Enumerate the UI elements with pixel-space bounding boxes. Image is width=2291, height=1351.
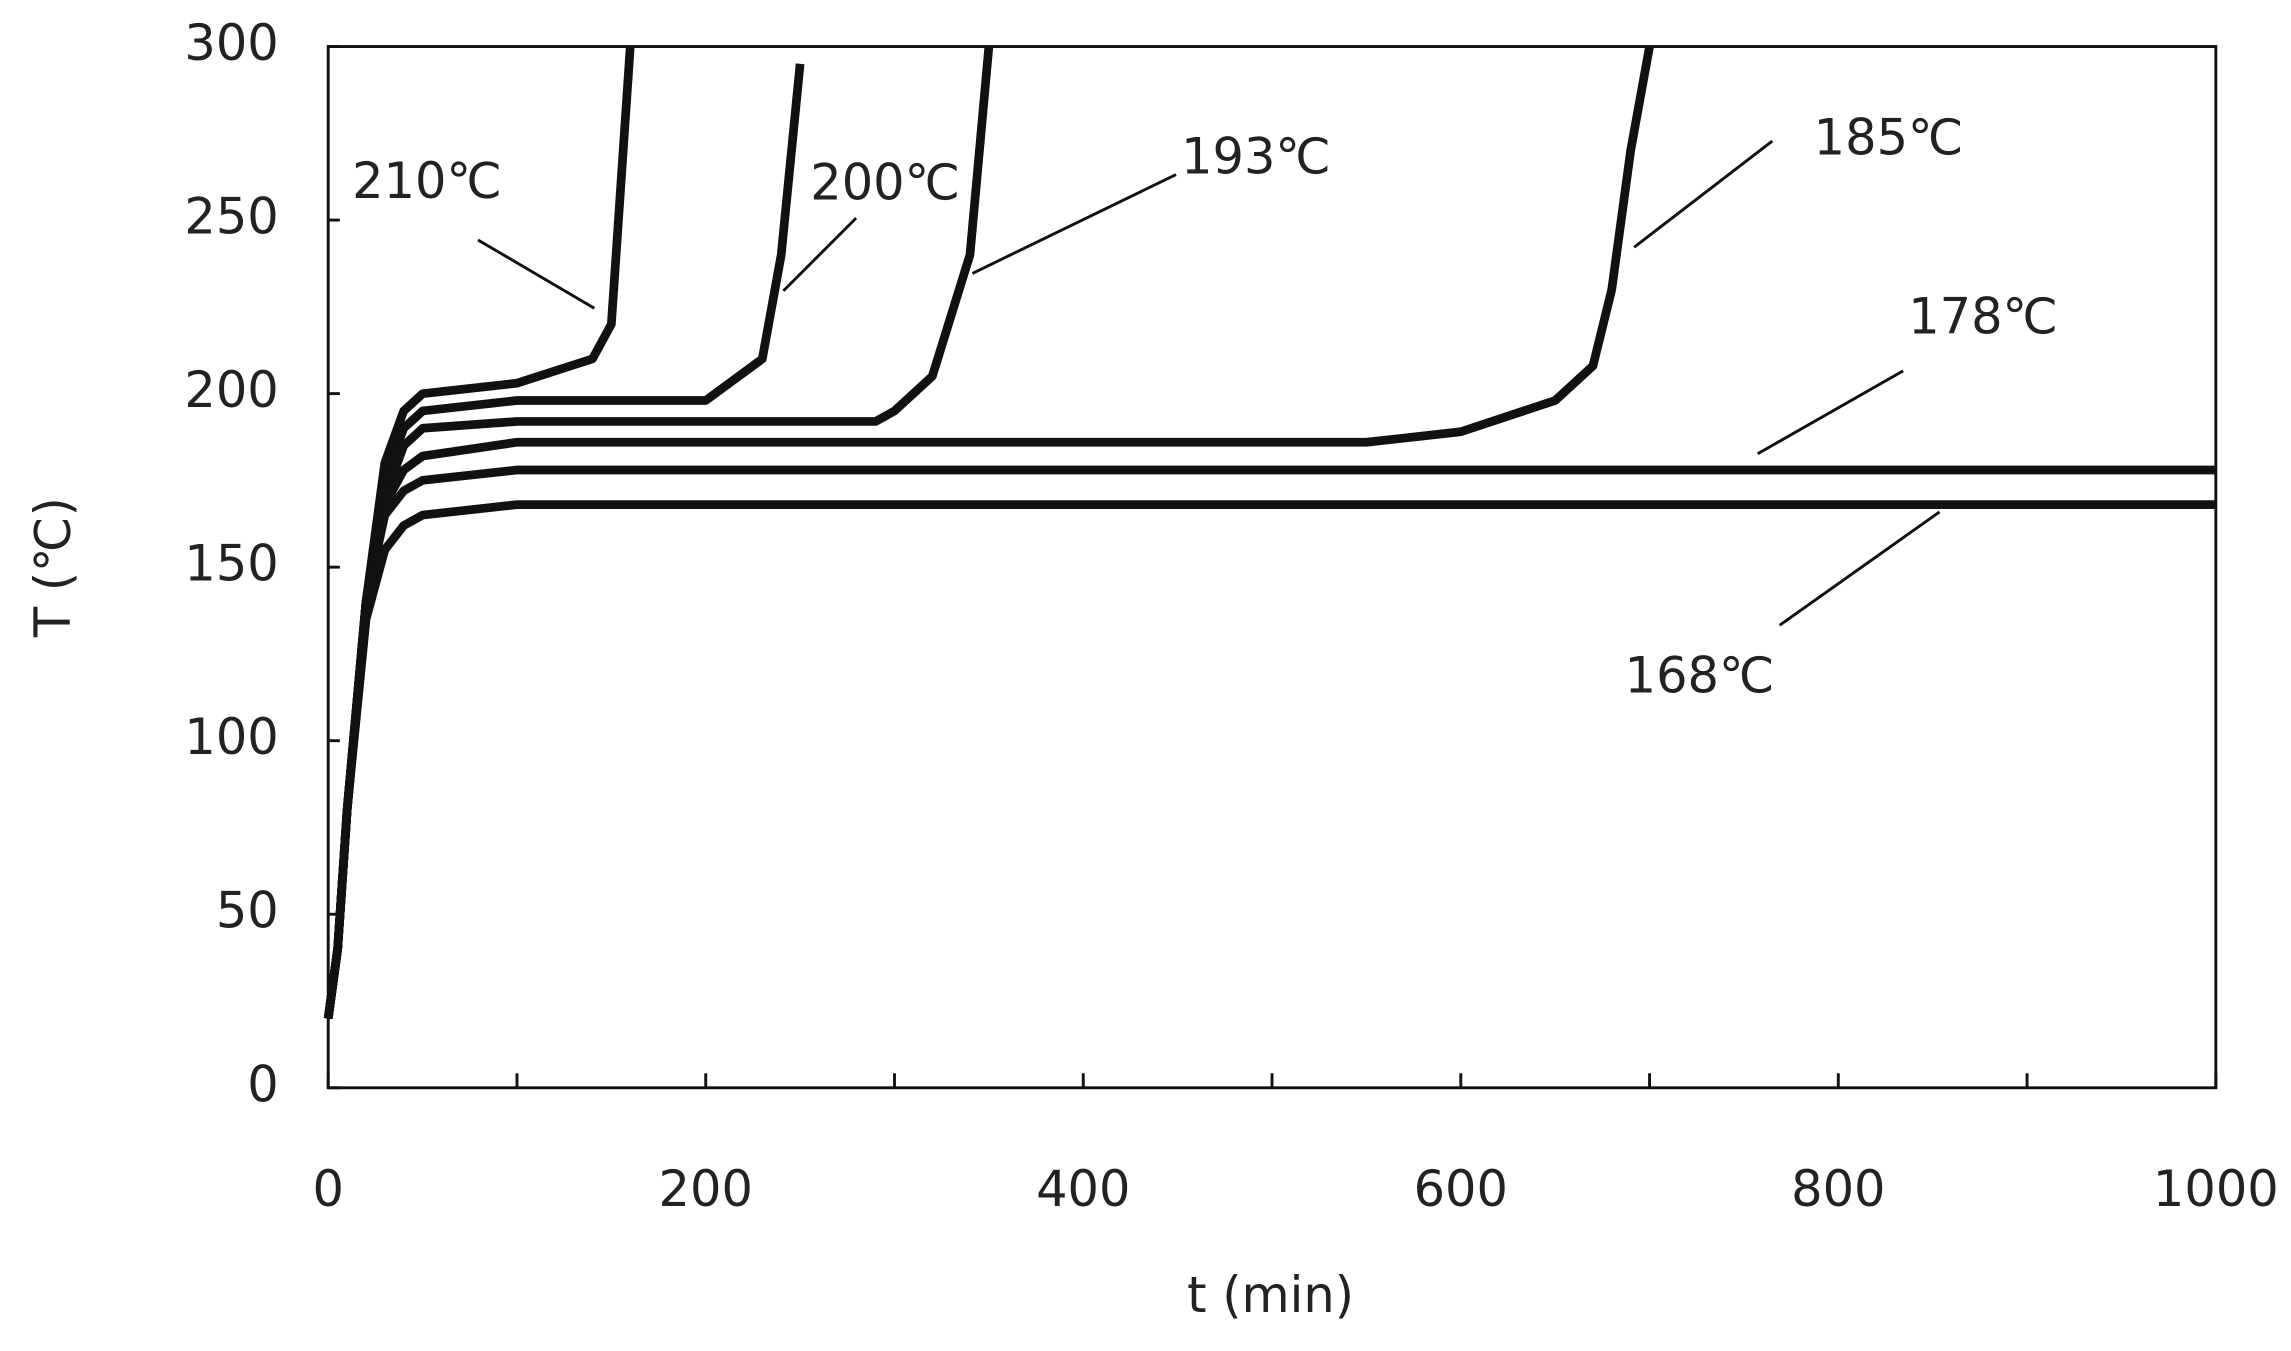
leader-line xyxy=(782,217,858,292)
leader-line xyxy=(1757,369,1904,455)
x-tick-label: 1000 xyxy=(2153,1160,2279,1218)
y-tick-label: 100 xyxy=(184,708,278,766)
series-line xyxy=(323,465,2216,1020)
series-line xyxy=(323,500,2216,1020)
series-label: 210℃ xyxy=(352,152,502,210)
y-tick-label: 300 xyxy=(184,14,278,72)
x-tick-label: 400 xyxy=(1036,1160,1130,1218)
plot-frame xyxy=(326,45,2218,1090)
y-tick-label: 0 xyxy=(247,1055,278,1113)
leader-line xyxy=(1778,510,1941,627)
leader-line xyxy=(477,238,596,310)
leader-line xyxy=(1633,139,1774,249)
series-label: 185℃ xyxy=(1814,109,1964,167)
x-tick-label: 200 xyxy=(659,1160,753,1218)
leader-line xyxy=(971,173,1177,275)
y-tick-label: 250 xyxy=(184,188,278,246)
x-tick-label: 600 xyxy=(1414,1160,1508,1218)
series-label: 200℃ xyxy=(810,154,960,212)
x-tick-label: 800 xyxy=(1791,1160,1885,1218)
y-tick-label: 150 xyxy=(184,535,278,593)
series-label: 178℃ xyxy=(1908,287,2058,345)
y-tick-label: 200 xyxy=(184,361,278,419)
y-axis-title: T (℃) xyxy=(24,497,82,638)
series-label: 168℃ xyxy=(1625,647,1775,705)
series-label: 193℃ xyxy=(1181,127,1331,185)
x-axis-title: t (min) xyxy=(1187,1266,1354,1324)
y-tick-label: 50 xyxy=(216,882,279,940)
series-line xyxy=(323,45,1654,1020)
x-tick-label: 0 xyxy=(312,1160,343,1218)
